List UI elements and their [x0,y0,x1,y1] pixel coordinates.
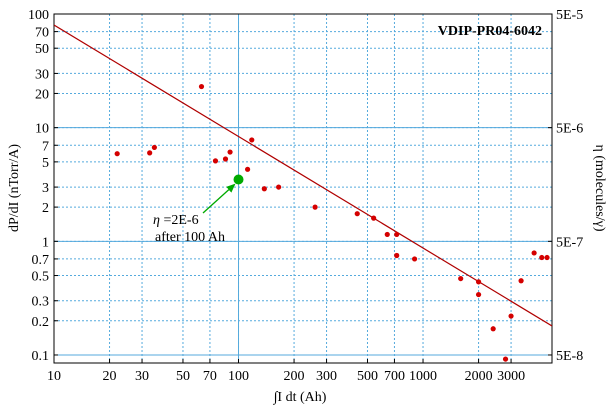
data-point [212,158,219,164]
x-tick-label: 500 [357,369,378,384]
y2-tick-label: 5E-6 [556,122,583,137]
y-tick-label: 30 [35,67,49,82]
x-tick-label: 50 [176,369,190,384]
x-tick-label: 20 [103,369,117,384]
data-point [198,83,205,90]
data-point [531,250,537,256]
y2-axis-ticks: 5E-5 5E-6 5E-7 5E-8 [548,8,583,364]
annotation-eta-value: =2E-6 [160,213,199,228]
y-tick-label: 3 [42,181,49,196]
y-tick-label: 50 [35,42,49,57]
x-axis-ticks: 10 20 30 50 70 100 200 300 500 700 1000 2000 3000 [47,359,525,384]
y-axis-title: dP/dI (nTorr/A) [7,144,22,232]
fit-line-segment [54,24,552,327]
data-point [151,144,157,151]
data-point [276,184,282,190]
y2-tick-label: 5E-7 [556,235,583,250]
y-tick-label: 5 [42,156,49,171]
x-tick-label: 300 [316,369,337,384]
x-axis-title: ∫I dt (Ah) [273,390,327,405]
x-tick-label: 2000 [465,369,493,384]
y-tick-label: 0.1 [32,349,50,364]
y-tick-label: 7 [42,139,49,154]
data-point [394,252,400,259]
data-point [518,278,524,284]
panel-id-label: VDIP-PR04-6042 [438,24,542,39]
y2-tick-label: 5E-5 [556,8,583,23]
data-point [458,275,464,282]
y-tick-label: 100 [28,8,49,23]
data-point [244,166,251,172]
data-point [508,313,514,319]
y-tick-label: 0.2 [32,315,50,330]
x-tick-label: 10 [47,369,61,384]
data-point [490,326,496,332]
y-tick-label: 0.3 [32,295,50,310]
data-point [371,215,377,221]
x-tick-label: 3000 [497,369,525,384]
plot-frame [53,13,553,364]
x-tick-label: 700 [384,369,405,384]
data-point [394,231,400,238]
data-point [539,254,545,261]
y-tick-label: 2 [42,201,49,216]
y-tick-label: 20 [35,87,49,102]
y-tick-label: 0.7 [32,253,50,268]
y2-axis-title: η (molecules/γ) [592,145,606,232]
x-tick-label: 100 [228,369,249,384]
annotation-eta: η =2E-6 [153,213,199,228]
data-point [475,291,482,298]
x-tick-label: 70 [203,369,217,384]
data-points [114,83,550,362]
data-point [411,256,418,262]
data-point [222,156,229,162]
data-point [475,279,482,285]
fit-line [54,24,552,327]
data-point [114,151,120,157]
grid [53,13,552,363]
y-tick-label: 1 [42,235,49,250]
x-tick-label: 1000 [409,369,437,384]
y2-tick-label: 5E-8 [556,349,583,364]
data-point [354,211,360,217]
data-point [261,186,267,192]
x-tick-label: 30 [135,369,149,384]
y-tick-label: 70 [35,26,49,41]
annotation-arrow [202,183,236,214]
data-point [384,231,390,238]
y-tick-label: 0.5 [32,270,50,285]
data-point [544,254,550,261]
annotation-after: after 100 Ah [155,230,225,245]
y-tick-label: 10 [35,122,49,137]
data-point [312,204,318,210]
data-point [147,150,153,156]
data-point [249,137,255,143]
data-point [502,356,509,362]
data-point [227,149,233,155]
annotation-eta-symbol: η [153,213,160,228]
highlight-point [233,174,244,185]
x-tick-label: 200 [284,369,305,384]
